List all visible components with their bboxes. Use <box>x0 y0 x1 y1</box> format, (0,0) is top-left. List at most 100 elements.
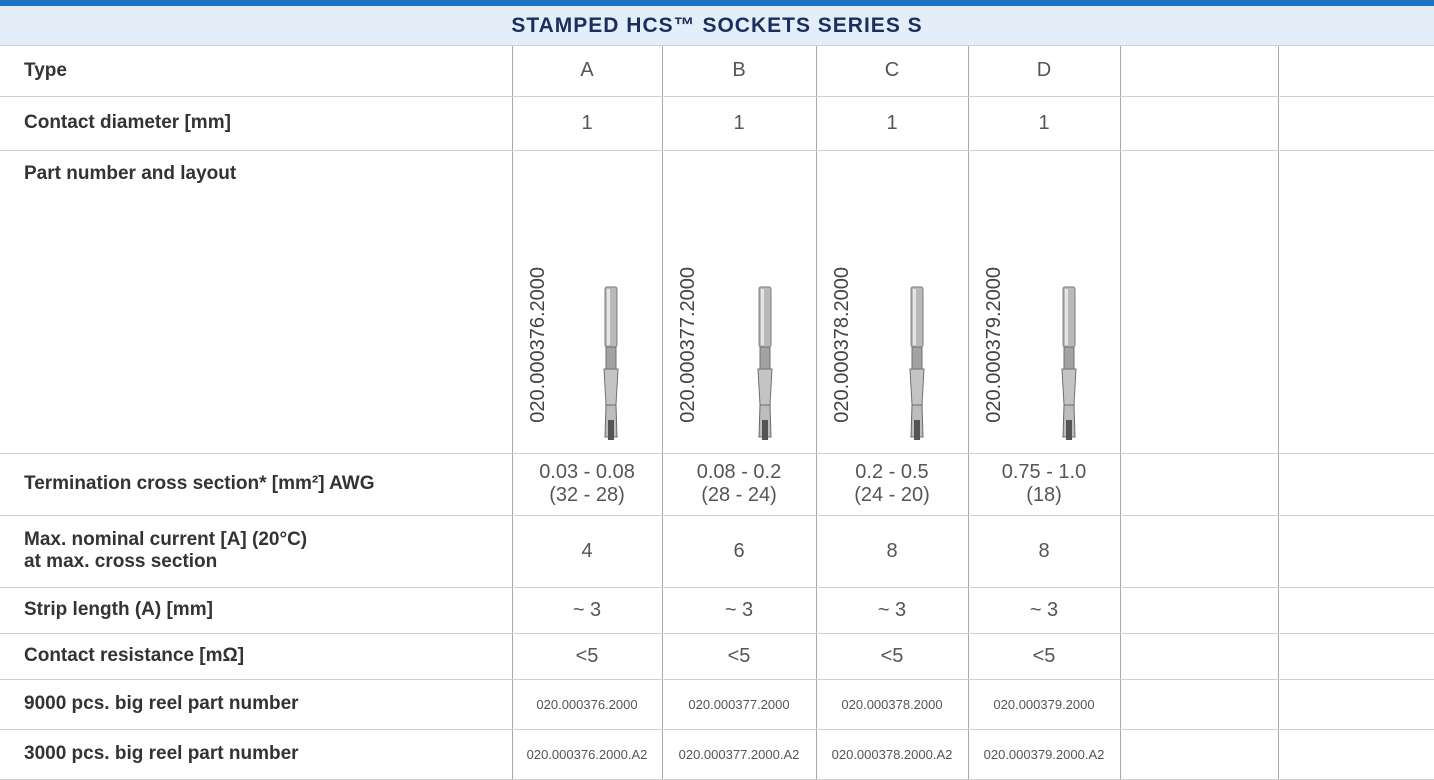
part-number: 020.000379.2000 <box>982 266 1005 423</box>
cell-text: A <box>580 59 594 82</box>
layout-box: 020.000377.2000 <box>663 151 816 453</box>
cell-text: 020.000379.2000.A2 <box>983 746 1105 762</box>
cell-text: Contact diameter [mm] <box>24 112 231 133</box>
row-label: Type <box>0 46 512 97</box>
value-cell: 020.000377.2000.A2 <box>661 729 816 780</box>
value-cell: C <box>815 46 968 97</box>
layout-box: 020.000379.2000 <box>969 151 1120 453</box>
socket-image <box>756 286 773 440</box>
cell-text: 1 <box>886 111 898 134</box>
cell-text: ~ 3 <box>724 598 754 621</box>
title: STAMPED HCS™ SOCKETS SERIES S <box>511 13 923 37</box>
value-cell: 4 <box>511 515 662 588</box>
value-cell: 0.08 - 0.2 (28 - 24) <box>661 453 816 516</box>
cell-text: 1 <box>581 111 593 134</box>
cell-text: 8 <box>1038 539 1050 562</box>
cell-text: 4 <box>581 539 593 562</box>
value-cell: 020.000379.2000 <box>967 679 1120 730</box>
text-line: 0.75 - 1.0 <box>1001 461 1087 483</box>
table-row: Max. nominal current [A] (20°C) at max. c… <box>0 515 1434 588</box>
value-cell: 8 <box>815 515 968 588</box>
socket-image <box>602 286 619 440</box>
text-line: 0.03 - 0.08 <box>539 461 635 483</box>
value-cell: 020.000378.2000 <box>815 679 968 730</box>
row-label: Contact resistance [mΩ] <box>0 633 512 680</box>
row-label: 9000 pcs. big reel part number <box>0 679 512 730</box>
value-cell: 0.03 - 0.08 (32 - 28) <box>511 453 662 516</box>
cell-text: 9000 pcs. big reel part number <box>24 693 299 714</box>
cell-text: Contact resistance [mΩ] <box>24 645 245 666</box>
value-cell: ~ 3 <box>661 587 816 634</box>
empty-cell <box>1277 679 1434 730</box>
table-row: 9000 pcs. big reel part number 020.000376… <box>0 679 1434 730</box>
value-cell: <5 <box>815 633 968 680</box>
spec-table: Type A B C D Contact diameter [mm] 1 1 1 1 Part nu… <box>0 46 1434 780</box>
empty-cell <box>1277 587 1434 634</box>
cell-text: 020.000376.2000 <box>536 696 638 712</box>
cell-text: 6 <box>733 539 745 562</box>
cell-text: <5 <box>1032 644 1056 667</box>
empty-cell <box>1119 515 1278 588</box>
value-cell: 020.000377.2000 <box>661 679 816 730</box>
empty-cell <box>1277 96 1434 151</box>
value-cell: 020.000378.2000 <box>815 150 968 454</box>
value-cell: 020.000378.2000.A2 <box>815 729 968 780</box>
table-row: Part number and layout 020.000376.2000 020… <box>0 150 1434 454</box>
row-label: Strip length (A) [mm] <box>0 587 512 634</box>
cell-text: D <box>1036 59 1052 82</box>
value-cell: 8 <box>967 515 1120 588</box>
text-line: 0.2 - 0.5 <box>855 461 929 483</box>
cell-text: Strip length (A) [mm] <box>24 599 213 620</box>
value-cell: 020.000376.2000 <box>511 150 662 454</box>
value-cell: <5 <box>661 633 816 680</box>
value-cell: 020.000376.2000 <box>511 679 662 730</box>
table-row: Contact resistance [mΩ] <5 <5 <5 <5 <box>0 633 1434 680</box>
cell-text: C <box>884 59 900 82</box>
empty-cell <box>1119 729 1278 780</box>
value-cell: 020.000376.2000.A2 <box>511 729 662 780</box>
text-line: 0.08 - 0.2 <box>696 461 782 483</box>
cell-text: 1 <box>1038 111 1050 134</box>
empty-cell <box>1119 453 1278 516</box>
value-cell: 1 <box>815 96 968 151</box>
empty-cell <box>1119 679 1278 730</box>
empty-cell <box>1119 587 1278 634</box>
cell-text: ~ 3 <box>572 598 602 621</box>
value-cell: ~ 3 <box>815 587 968 634</box>
value-cell: B <box>661 46 816 97</box>
table-row: Termination cross section* [mm²] AWG 0.03… <box>0 453 1434 516</box>
part-number: 020.000378.2000 <box>830 266 853 423</box>
cell-text: 8 <box>886 539 898 562</box>
cell-text: 020.000377.2000 <box>688 696 790 712</box>
row-label: Contact diameter [mm] <box>0 96 512 151</box>
empty-cell <box>1119 46 1278 97</box>
value-cell: A <box>511 46 662 97</box>
text-line: (18) <box>1026 484 1062 506</box>
cell-text: Part number and layout <box>24 162 237 184</box>
part-number: 020.000376.2000 <box>526 266 549 423</box>
cell-text: 020.000379.2000 <box>993 696 1095 712</box>
value-cell: ~ 3 <box>511 587 662 634</box>
cell-text: 020.000376.2000.A2 <box>526 746 648 762</box>
value-cell: 1 <box>511 96 662 151</box>
cell-text: Termination cross section* [mm²] AWG <box>24 473 375 494</box>
cell-text: 1 <box>733 111 745 134</box>
empty-cell <box>1277 46 1434 97</box>
empty-cell <box>1277 729 1434 780</box>
row-label: Part number and layout <box>0 150 512 454</box>
part-number: 020.000377.2000 <box>676 266 699 423</box>
empty-cell <box>1277 515 1434 588</box>
text-line: (32 - 28) <box>549 484 625 506</box>
value-cell: <5 <box>967 633 1120 680</box>
empty-cell <box>1119 633 1278 680</box>
value-cell: ~ 3 <box>967 587 1120 634</box>
empty-cell <box>1119 96 1278 151</box>
table-row: Strip length (A) [mm] ~ 3 ~ 3 ~ 3 ~ 3 <box>0 587 1434 634</box>
top-bar <box>0 0 1434 6</box>
value-cell: 1 <box>661 96 816 151</box>
row-label: 3000 pcs. big reel part number <box>0 729 512 780</box>
value-cell: 0.75 - 1.0 (18) <box>967 453 1120 516</box>
empty-cell <box>1277 150 1434 454</box>
table-row: Contact diameter [mm] 1 1 1 1 <box>0 96 1434 151</box>
